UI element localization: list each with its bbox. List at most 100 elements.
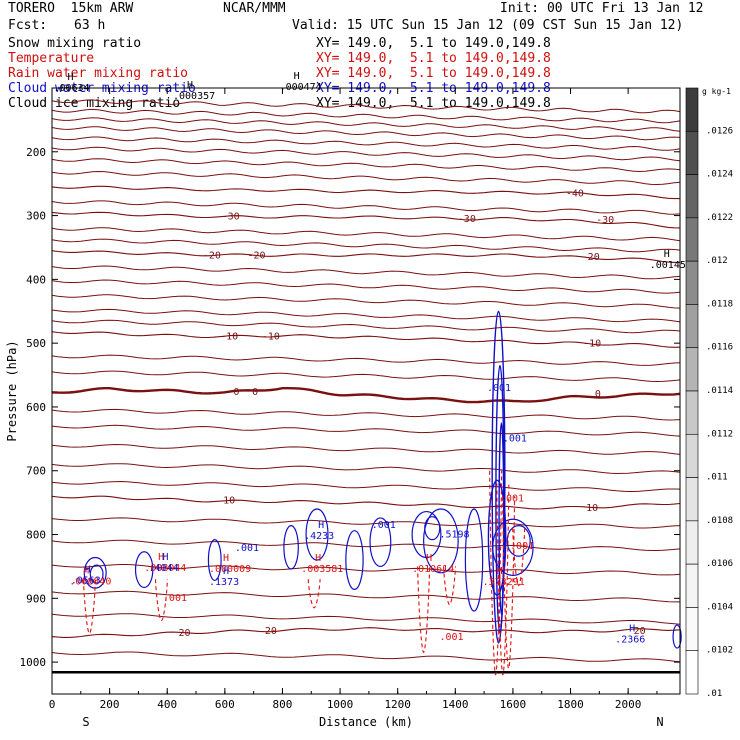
rain-contour bbox=[502, 496, 516, 670]
legend-snow-xsection: XY= 149.0, 5.1 to 149.0,149.8 bbox=[316, 36, 551, 51]
isotherm-label: -30 bbox=[222, 212, 240, 223]
ice-maximum-value-max-marker: H bbox=[67, 72, 73, 83]
snow-maximum-value-max-marker: H bbox=[664, 249, 670, 260]
cloud-water-column bbox=[498, 422, 505, 615]
isotherm-label: 20 bbox=[265, 626, 277, 637]
rain-maximum-value: .008840 bbox=[69, 576, 111, 587]
snow-maximum-value: .001454 bbox=[650, 260, 692, 271]
rain-contour bbox=[307, 579, 321, 609]
cloud-water-maximum-value-max-marker: H bbox=[223, 566, 229, 577]
cloud-water-maximum-value: .0563 bbox=[71, 576, 101, 587]
y-tick-label: 300 bbox=[26, 210, 46, 223]
isotherm-line bbox=[51, 590, 680, 603]
colorbar-swatch bbox=[685, 174, 699, 219]
plot-axes: 0 200 400 600 800 1000 1200 1400 1600 1800 2000200… bbox=[5, 87, 681, 729]
isotherm-label: 0 bbox=[595, 389, 601, 400]
rain-contour-label: .001 bbox=[439, 632, 463, 643]
x-tick-label: 200 bbox=[100, 698, 120, 711]
isotherm-label: -10 bbox=[262, 332, 280, 343]
colorbar-tick-label: .0108 bbox=[706, 516, 733, 526]
rain-maximum-value-max-marker: H bbox=[83, 565, 89, 576]
plot-frame bbox=[51, 87, 681, 695]
colorbar-swatch bbox=[685, 477, 699, 522]
cloud-water-maximum-value: .2366 bbox=[615, 634, 645, 645]
rain-contours bbox=[82, 470, 526, 676]
colorbar-swatch bbox=[685, 217, 699, 262]
rain-maximum-value: .003581 bbox=[301, 564, 343, 575]
isotherm-line bbox=[51, 146, 681, 162]
isotherm-line bbox=[51, 480, 681, 492]
isotherm-label: 10 bbox=[223, 495, 235, 506]
isotherm-20 bbox=[51, 627, 681, 638]
isotherm-label: -10 bbox=[220, 332, 238, 343]
isotherm-line bbox=[51, 539, 681, 551]
rain-maximum-value: .373291 bbox=[483, 577, 525, 588]
colorbar-swatch bbox=[685, 563, 699, 608]
cloud-water-maximum-value: .4044 bbox=[149, 563, 179, 574]
legend-temperature-label: Temperature bbox=[8, 51, 95, 66]
x-tick-label: 1400 bbox=[442, 698, 469, 711]
cloud-water-contour-label: .001 bbox=[235, 543, 259, 554]
colorbar-swatch bbox=[685, 390, 699, 435]
isotherm-label: -30 bbox=[596, 215, 614, 226]
isotherm-label: 20 bbox=[178, 628, 190, 639]
y-tick-label: 400 bbox=[26, 273, 46, 286]
cloud-water-contour bbox=[134, 551, 154, 589]
model-title: TORERO 15km ARW bbox=[8, 1, 134, 16]
isotherm-line bbox=[51, 108, 681, 124]
colorbar: .0126 .0124 .0122 .012 .0118 .0116 .0114 .0112.… bbox=[685, 87, 733, 699]
isotherm-label: -30 bbox=[458, 214, 476, 225]
isotherm-line bbox=[51, 370, 681, 383]
legend-snow-label: Snow mixing ratio bbox=[8, 36, 142, 51]
colorbar-tick-label: .0118 bbox=[706, 299, 733, 309]
rain-maximum-value-max-marker: H bbox=[158, 552, 164, 563]
legend-temperature-xsection: XY= 149.0, 5.1 to 149.0,149.8 bbox=[316, 51, 551, 66]
forecast-label: Fcst: bbox=[8, 18, 48, 33]
isotherm-label: -20 bbox=[248, 250, 266, 261]
isotherm-line bbox=[51, 308, 681, 323]
x-axis-title: Distance (km) bbox=[319, 715, 413, 729]
cloud-water-contour bbox=[464, 508, 484, 612]
isotherm-line bbox=[51, 238, 681, 253]
isotherm-line bbox=[51, 170, 681, 186]
colorbar-unit-label: g kg-1 bbox=[702, 87, 731, 96]
x-tick-label: 2000 bbox=[615, 698, 642, 711]
north-direction-label: N bbox=[656, 715, 663, 729]
colorbar-tick-label: .0126 bbox=[706, 126, 733, 136]
isotherm-line bbox=[51, 200, 681, 215]
rain-maximum-value-max-marker: H bbox=[223, 553, 229, 564]
isotherm-line bbox=[51, 279, 681, 294]
isotherm-line bbox=[51, 158, 681, 173]
colorbar-tick-label: .0112 bbox=[706, 429, 733, 439]
isotherm-line bbox=[51, 564, 681, 576]
isotherm--20 bbox=[51, 250, 681, 263]
rain-maximum-value-max-marker: H bbox=[497, 566, 503, 577]
isotherm--10 bbox=[51, 331, 681, 348]
rain-contour bbox=[489, 470, 503, 676]
isotherm-line bbox=[51, 294, 681, 309]
init-time: Init: 00 UTC Fri 13 Jan 12 bbox=[500, 1, 704, 16]
colorbar-swatch bbox=[685, 650, 699, 695]
x-tick-label: 1200 bbox=[384, 698, 411, 711]
isotherm-line bbox=[51, 227, 681, 242]
rain-maximum-value: .008044 bbox=[144, 563, 186, 574]
center-label: NCAR/MMM bbox=[223, 1, 286, 16]
legend-rain-xsection: XY= 149.0, 5.1 to 149.0,149.8 bbox=[316, 66, 551, 81]
isotherm-label: 0 bbox=[233, 387, 239, 398]
colorbar-swatch bbox=[685, 304, 699, 349]
rain-contour bbox=[417, 566, 431, 654]
isotherm-label: -20 bbox=[203, 250, 221, 261]
y-tick-label: 600 bbox=[26, 401, 46, 414]
isotherm-line bbox=[51, 651, 681, 663]
cloud-water-contour bbox=[207, 539, 222, 582]
isotherm-label: -40 bbox=[566, 189, 584, 200]
colorbar-tick-label: .012 bbox=[706, 256, 728, 266]
isotherm-line bbox=[51, 136, 681, 151]
cloud-water-maximum-value-max-marker: H bbox=[318, 520, 324, 531]
x-tick-label: 800 bbox=[273, 698, 293, 711]
y-axis-title: Pressure (hPa) bbox=[5, 340, 19, 441]
rain-contour-label: .001 bbox=[500, 493, 524, 504]
isotherm-line bbox=[51, 265, 681, 280]
rain-contour-label: .001 bbox=[163, 593, 187, 604]
isotherm-label: -20 bbox=[582, 252, 600, 263]
